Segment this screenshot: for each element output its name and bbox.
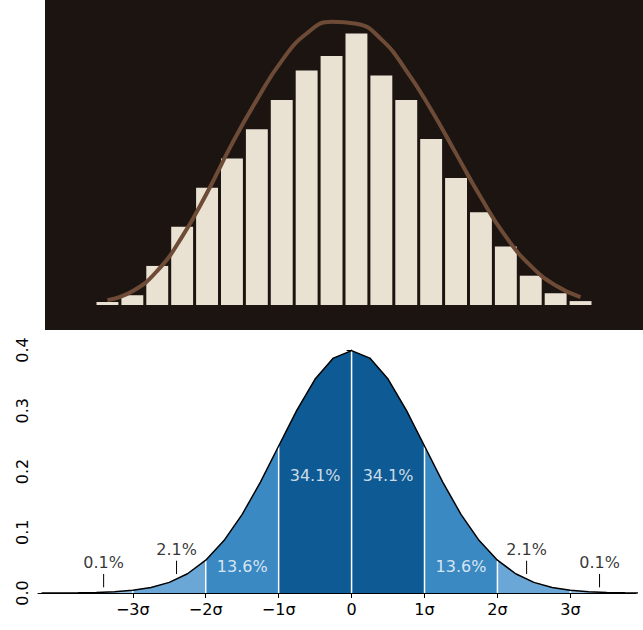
svg-text:−2σ: −2σ xyxy=(189,600,223,619)
svg-text:0: 0 xyxy=(346,600,356,619)
svg-text:0.1%: 0.1% xyxy=(579,553,620,572)
svg-text:13.6%: 13.6% xyxy=(217,557,268,576)
svg-text:3σ: 3σ xyxy=(560,600,580,619)
svg-text:0.0: 0.0 xyxy=(13,580,32,605)
svg-text:0.2: 0.2 xyxy=(13,459,32,484)
svg-text:0.4: 0.4 xyxy=(13,337,32,362)
svg-text:34.1%: 34.1% xyxy=(363,466,414,485)
svg-text:1σ: 1σ xyxy=(414,600,434,619)
svg-text:2.1%: 2.1% xyxy=(156,540,197,559)
svg-text:34.1%: 34.1% xyxy=(290,466,341,485)
svg-text:0.1%: 0.1% xyxy=(83,553,124,572)
svg-text:2σ: 2σ xyxy=(487,600,507,619)
svg-text:−1σ: −1σ xyxy=(262,600,296,619)
svg-text:0.3: 0.3 xyxy=(13,398,32,423)
svg-text:0.1: 0.1 xyxy=(13,520,32,545)
svg-text:−3σ: −3σ xyxy=(116,600,150,619)
svg-text:13.6%: 13.6% xyxy=(436,557,487,576)
svg-text:2.1%: 2.1% xyxy=(506,540,547,559)
